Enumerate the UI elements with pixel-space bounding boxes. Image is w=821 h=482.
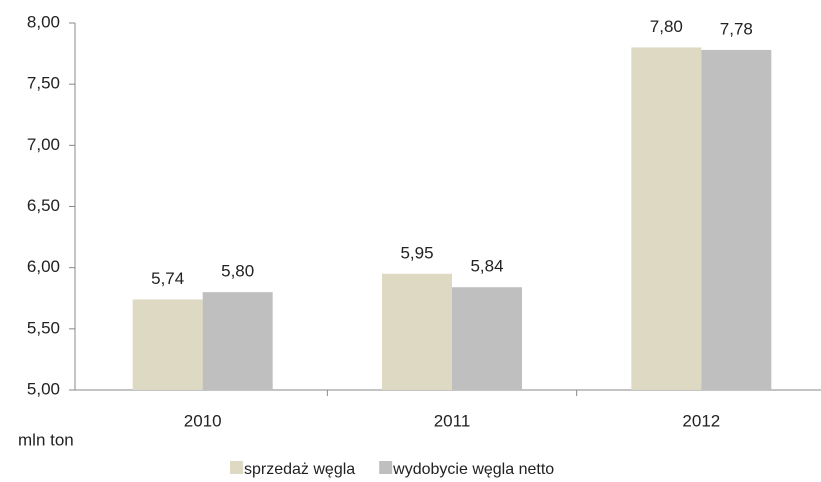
bar [132, 299, 203, 390]
value-label: 5,80 [221, 262, 254, 281]
x-tick-label: 2011 [434, 411, 471, 430]
value-label: 5,84 [470, 257, 503, 276]
bar [631, 47, 702, 390]
value-label: 7,80 [650, 17, 683, 36]
legend-swatch [379, 461, 393, 474]
legend-label: wydobycie węgla netto [392, 461, 554, 478]
y-tick-label: 8,00 [27, 12, 60, 31]
bar [452, 287, 522, 390]
value-label: 5,74 [151, 269, 184, 288]
value-label: 5,95 [400, 243, 433, 262]
legend-label: sprzedaż węgla [244, 461, 355, 478]
x-tick-label: 2012 [682, 411, 720, 430]
y-tick-label: 6,00 [27, 257, 60, 276]
y-axis-label: mln ton [18, 430, 74, 449]
bar [701, 49, 772, 391]
bar [202, 292, 273, 390]
x-tick-label: 2010 [184, 411, 222, 430]
y-tick-label: 7,00 [27, 135, 60, 154]
value-label: 7,78 [720, 19, 753, 38]
y-tick-label: 6,50 [27, 196, 60, 215]
y-tick-label: 5,00 [27, 379, 60, 398]
bar [382, 273, 452, 390]
y-tick-label: 5,50 [27, 318, 60, 337]
legend-swatch [230, 461, 243, 474]
y-tick-label: 7,50 [27, 74, 60, 93]
